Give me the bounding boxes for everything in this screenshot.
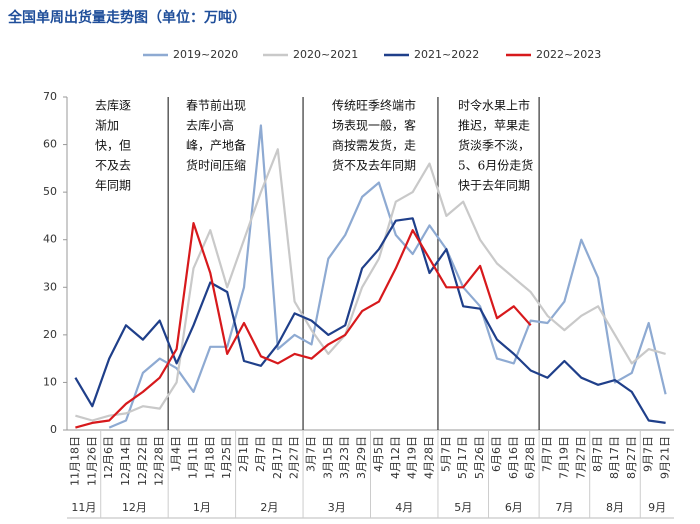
y-tick-label: 50 <box>43 185 57 198</box>
x-tick-label: 3月15日 <box>321 436 334 479</box>
annotation: 商按需发货，走 <box>332 138 416 153</box>
x-tick-label: 7月7日 <box>541 436 554 472</box>
x-tick-label: 5月17日 <box>456 436 469 479</box>
x-tick-label: 1月25日 <box>220 436 233 479</box>
annotation: 去库逐 <box>95 98 131 113</box>
x-tick-label: 3月7日 <box>304 436 317 472</box>
x-tick-label: 6月28日 <box>524 436 537 479</box>
annotation: 货不及去年同期 <box>332 158 416 173</box>
x-tick-label: 4月5日 <box>372 436 385 472</box>
annotation: 不及去 <box>95 159 131 173</box>
month-label: 8月 <box>606 501 624 514</box>
x-tick-label: 8月17日 <box>608 436 621 479</box>
legend-label: 2021~2022 <box>414 48 479 61</box>
x-tick-label: 11月26日 <box>85 436 98 486</box>
legend-label: 2022~2023 <box>536 48 601 61</box>
month-label: 7月 <box>555 501 573 514</box>
month-label: 3月 <box>328 501 346 514</box>
y-tick-label: 70 <box>43 90 57 103</box>
month-label: 4月 <box>395 501 413 514</box>
x-tick-label: 9月7日 <box>642 436 655 472</box>
legend-label: 2020~2021 <box>293 48 358 61</box>
annotation: 春节前出现 <box>186 98 246 113</box>
x-tick-label: 7月27日 <box>574 436 587 479</box>
y-tick-label: 60 <box>43 138 57 151</box>
month-label: 5月 <box>454 501 472 514</box>
series-line <box>108 124 667 429</box>
x-tick-label: 2月7日 <box>254 436 267 472</box>
annotation: 渐加 <box>95 119 119 133</box>
annotation: 年同期 <box>95 179 131 193</box>
x-tick-label: 5月7日 <box>439 436 452 472</box>
x-tick-label: 12月14日 <box>119 436 132 486</box>
y-tick-label: 40 <box>43 233 57 246</box>
x-tick-label: 2月17日 <box>271 436 284 479</box>
x-tick-label: 9月21日 <box>659 436 672 479</box>
x-tick-label: 6月16日 <box>507 436 520 479</box>
y-tick-label: 10 <box>43 375 57 388</box>
month-label: 12月 <box>122 501 147 514</box>
annotation: 峰，产地备 <box>186 139 246 153</box>
x-tick-label: 1月4日 <box>170 436 183 472</box>
month-label: 9月 <box>648 501 666 514</box>
annotation: 快于去年同期 <box>458 179 530 193</box>
x-tick-label: 8月7日 <box>591 436 604 472</box>
x-tick-label: 4月19日 <box>406 436 419 479</box>
annotation: 时令水果上市 <box>458 98 530 113</box>
annotation: 5、6月份走货 <box>458 158 533 173</box>
chart-title: 全国单周出货量走势图（单位：万吨） <box>7 9 246 26</box>
x-tick-label: 12月22日 <box>136 436 149 486</box>
x-tick-label: 3月23日 <box>338 436 351 479</box>
x-tick-label: 4月28日 <box>423 436 436 479</box>
x-tick-label: 12月28日 <box>153 436 166 486</box>
annotation: 推迟，苹果走 <box>458 119 530 133</box>
month-label: 11月 <box>71 501 96 514</box>
x-tick-label: 2月1日 <box>237 436 250 472</box>
x-tick-label: 4月12日 <box>389 436 402 479</box>
y-tick-label: 20 <box>43 328 57 341</box>
series-line <box>75 148 666 422</box>
y-tick-label: 30 <box>43 280 57 293</box>
x-tick-label: 11月18日 <box>68 436 81 486</box>
annotation: 货淡季不淡， <box>458 138 530 153</box>
x-tick-label: 8月27日 <box>625 436 638 479</box>
annotation: 货时间压缩 <box>186 158 246 173</box>
annotation: 场表现一般，客 <box>332 118 416 133</box>
annotation: 传统旺季终端市 <box>332 98 416 113</box>
annotation: 快，但 <box>95 139 131 153</box>
series-line <box>74 217 666 424</box>
x-tick-label: 1月18日 <box>203 436 216 479</box>
x-tick-label: 3月29日 <box>355 436 368 479</box>
month-label: 6月 <box>505 501 523 514</box>
x-tick-label: 5月26日 <box>473 436 486 479</box>
month-label: 2月 <box>260 501 278 514</box>
x-tick-label: 7月19日 <box>557 436 570 479</box>
y-tick-label: 0 <box>50 423 57 436</box>
x-tick-label: 6月6日 <box>490 436 503 472</box>
legend-label: 2019~2020 <box>173 48 238 61</box>
x-tick-label: 1月11日 <box>186 436 199 479</box>
month-label: 1月 <box>193 501 211 514</box>
annotation: 去库小高 <box>186 118 234 133</box>
x-tick-label: 2月27日 <box>288 436 301 479</box>
x-tick-label: 12月6日 <box>102 436 115 479</box>
series-line <box>75 222 532 429</box>
